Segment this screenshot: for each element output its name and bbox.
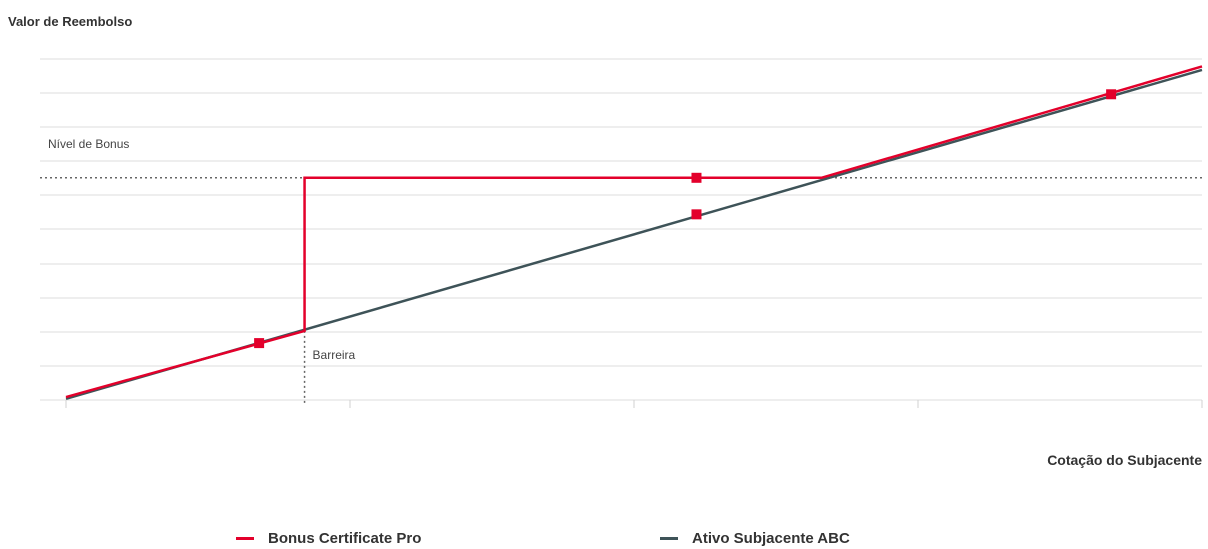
- guide-lines: [40, 177, 1202, 404]
- data-marker: [691, 209, 702, 220]
- data-marker: [691, 172, 702, 183]
- y-axis-label: Valor de Reembolso: [8, 14, 133, 29]
- legend-item-bonus-certificate: Bonus Certificate Pro: [236, 530, 421, 547]
- grid-lines: [40, 58, 1202, 401]
- data-marker: [1106, 89, 1117, 100]
- bonus-level-label: Nível de Bonus: [48, 137, 129, 151]
- x-axis: [65, 400, 1203, 408]
- legend-label: Bonus Certificate Pro: [268, 530, 422, 547]
- barrier-label: Barreira: [313, 348, 356, 362]
- series-line-bonus-certificate: [65, 65, 1203, 399]
- legend-item-underlying-asset: Ativo Subjacente ABC: [660, 530, 850, 547]
- markers-layer: [254, 89, 1117, 349]
- series-layer: [65, 65, 1203, 400]
- legend-swatch: [236, 537, 254, 540]
- legend-label: Ativo Subjacente ABC: [692, 530, 850, 547]
- data-marker: [254, 338, 265, 349]
- chart-canvas: Nível de Bonus Barreira: [40, 58, 1203, 408]
- x-axis-label: Cotação do Subjacente: [1047, 452, 1202, 468]
- legend-swatch: [660, 537, 678, 540]
